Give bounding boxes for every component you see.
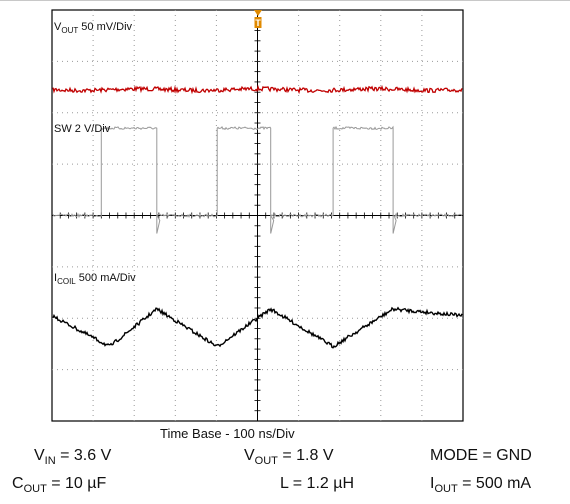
- top-rule: [0, 0, 570, 1]
- condition-inductance: L = 1.2 µH: [280, 475, 354, 492]
- condition-iout: IOUT = 500 mA: [430, 475, 532, 496]
- trigger-label: T: [255, 18, 261, 28]
- vout-trace: [52, 84, 463, 95]
- sw-channel-label: SW 2 V/Div: [54, 123, 111, 135]
- trigger-marker: T: [254, 10, 262, 28]
- trigger-box: [254, 17, 262, 28]
- condition-cout: COUT = 10 µF: [12, 475, 107, 496]
- x-axis-label: Time Base - 100 ns/Div: [160, 426, 295, 441]
- icoil-trace: [52, 306, 463, 349]
- icoil-channel-label: ICOIL 500 mA/Div: [54, 272, 136, 287]
- oscilloscope-chart: T: [51, 9, 464, 422]
- condition-vin: VIN = 3.6 V: [34, 447, 112, 468]
- condition-vout: VOUT = 1.8 V: [244, 447, 334, 468]
- vout-channel-label: VOUT 50 mV/Div: [54, 21, 133, 36]
- trigger-arrow-icon: [254, 10, 262, 16]
- sw-trace: [52, 125, 463, 234]
- scope-traces: [52, 84, 463, 349]
- condition-mode: MODE = GND: [430, 447, 532, 464]
